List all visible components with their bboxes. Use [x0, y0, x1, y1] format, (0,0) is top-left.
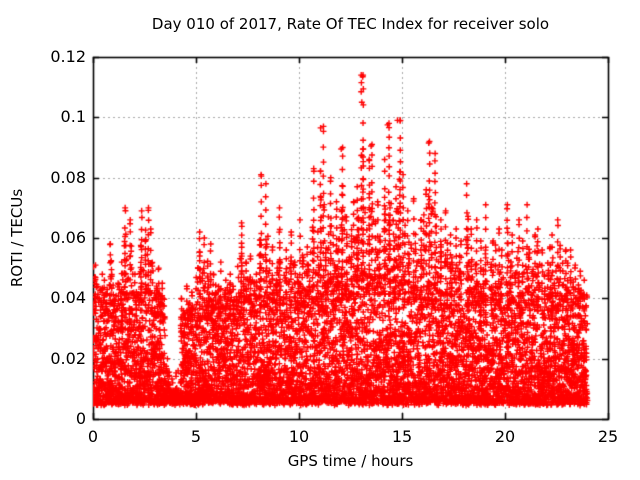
- y-tick-label: 0.1: [60, 107, 86, 126]
- x-tick-label: 25: [597, 427, 619, 446]
- x-tick-label: 10: [288, 427, 310, 446]
- chart-title: Day 010 of 2017, Rate Of TEC Index for r…: [151, 15, 550, 33]
- y-tick-label: 0.06: [50, 228, 86, 247]
- x-tick-label: 5: [190, 427, 202, 446]
- y-tick-label: 0.08: [50, 168, 86, 187]
- y-tick-label: 0.12: [50, 47, 86, 66]
- x-tick-label: 0: [87, 427, 99, 446]
- y-tick-label: 0.04: [50, 288, 86, 307]
- y-tick-label: 0: [75, 409, 86, 428]
- x-tick-label: 15: [391, 427, 413, 446]
- x-axis-label: GPS time / hours: [287, 452, 414, 470]
- y-tick-label: 0.02: [50, 349, 86, 368]
- x-tick-label: 20: [494, 427, 516, 446]
